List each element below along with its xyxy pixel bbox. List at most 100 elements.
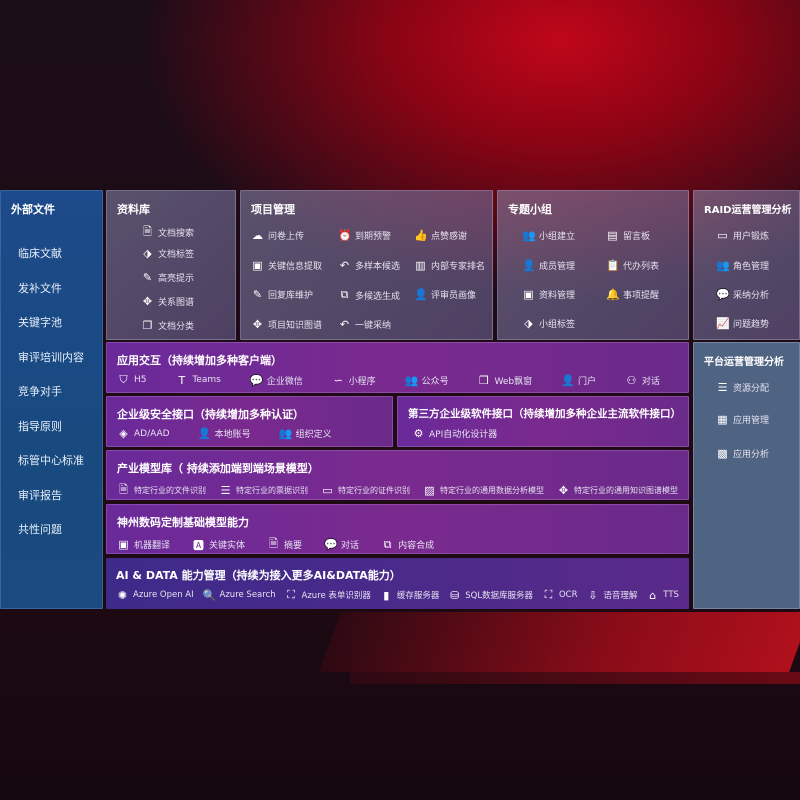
sidebar-item[interactable]: 关键字池 [18,316,62,329]
industry-item[interactable]: ▨ 特定行业的通用数据分析模型 [423,481,544,499]
project-item[interactable]: ✎ 回复库维护 [251,288,313,301]
bbs-icon: ▤ [607,229,618,242]
base-model-panel: 神州数码定制基础模型能力 ▣ 机器翻译 🅰 关键实体 🗎 摘要 💬 对话 ⧉ 内容合成 [106,504,689,554]
security-item[interactable]: 👥 组织定义 [279,427,332,440]
industry-item[interactable]: ▭ 特定行业的证件识别 [321,481,410,499]
platform-item[interactable]: ▦ 应用管理 [716,413,769,426]
industry-item[interactable]: ✥ 特定行业的通用知识图谱模型 [557,481,678,499]
project-item[interactable]: ⏰ 到期预警 [338,229,391,242]
raid-item[interactable]: 💬 采纳分析 [716,288,769,301]
project-item[interactable]: ↶ 一键采纳 [338,318,391,331]
clipboard-icon: 📋 [606,259,620,272]
item-label: TTS [663,590,679,600]
app-item-h5[interactable]: ⛉ H5 [117,373,146,387]
ai-item[interactable]: ✺ Azure Open AI [116,588,194,602]
group-item[interactable]: ▤ 留言板 [606,229,650,242]
project-item[interactable]: ✥ 项目知识图谱 [251,318,322,331]
platform-item[interactable]: ▩ 应用分析 [716,447,769,460]
sidebar-item[interactable]: 标管中心标准 [18,454,84,467]
industry-item[interactable]: 🗎 特定行业的文件识别 [117,481,206,499]
background-decoration [319,612,800,672]
project-item[interactable]: 👤 评审员画像 [414,288,476,301]
base-item[interactable]: 💬 对话 [324,535,359,553]
ai-item[interactable]: ⛶ Azure 表单识别器 [285,588,371,602]
id-card-icon: ▭ [322,484,333,497]
item-label: 语音理解 [603,591,638,601]
graph-icon: ✥ [252,318,263,331]
library-item[interactable]: ❐ 文档分类 [141,319,194,332]
ai-item[interactable]: ▮ 缓存服务器 [380,588,439,602]
item-label: 多候选生成 [355,291,401,302]
raid-item[interactable]: 👥 角色管理 [716,259,769,272]
sidebar-item[interactable]: 审评报告 [18,489,62,502]
group-item[interactable]: 👤 成员管理 [522,259,575,272]
user-add-icon: 👤 [522,259,536,272]
app-item-chat[interactable]: ⚇ 对话 [625,373,659,387]
library-item[interactable]: ✎ 高亮提示 [141,271,194,284]
project-item[interactable]: ▣ 关键信息提取 [251,259,322,272]
item-label: 机器翻译 [134,541,171,551]
project-item[interactable]: ▥ 内部专家排名 [414,259,485,272]
base-item[interactable]: ▣ 机器翻译 [117,535,171,553]
group-item[interactable]: ▣ 资料管理 [522,288,575,301]
app-item-web[interactable]: ❒ Web飘窗 [477,373,532,387]
item-label: 公众号 [421,376,449,387]
panel-title: 神州数码定制基础模型能力 [117,516,249,529]
project-item[interactable]: ⧉ 多候选生成 [338,288,400,302]
ai-items: ✺ Azure Open AI 🔍 Azure Search ⛶ Azure 表单识别… [116,588,679,602]
sidebar-item[interactable]: 审评培训内容 [18,351,84,364]
ai-item[interactable]: 🔍 Azure Search [203,588,276,602]
app-item-miniprogram[interactable]: ∽ 小程序 [332,373,376,387]
puzzle-icon: ⧉ [383,537,392,551]
ai-item[interactable]: ⇩ 语音理解 [586,588,637,602]
item-label: 特定行业的票据识别 [236,486,308,495]
item-label: Teams [192,375,221,385]
trend-icon: 📈 [716,317,730,330]
base-item[interactable]: 🗎 摘要 [267,535,302,553]
base-item[interactable]: 🅰 关键实体 [192,535,245,553]
library-item[interactable]: ✥ 关系图谱 [141,295,194,308]
sidebar-item[interactable]: 竞争对手 [18,385,62,398]
group-item[interactable]: 🔔 事项提醒 [606,288,659,301]
item-label: 回复库维护 [268,291,314,301]
ai-item[interactable]: ⌂ TTS [646,588,679,602]
apps-icon: ▦ [717,413,728,426]
project-item[interactable]: ↶ 多样本候选 [338,259,400,272]
ranking-icon: ▥ [415,259,426,272]
api-designer-item[interactable]: ⚙ API自动化设计器 [412,427,498,440]
sidebar-item[interactable]: 共性问题 [18,523,62,536]
topic-group-panel: 专题小组 👥 小组建立 ▤ 留言板 👤 成员管理 📋 代办列表 ▣ 资料管理 🔔 事项提醒 … [497,190,689,340]
project-item[interactable]: ☁ 问卷上传 [251,229,304,242]
panel-title: 资料库 [117,203,150,216]
raid-item[interactable]: ▭ 用户锻炼 [716,229,769,242]
security-item[interactable]: 👤 本地账号 [198,427,251,440]
panel-title: 平台运营管理分析 [704,357,784,368]
users-icon: 👥 [522,229,536,242]
graph-icon: ✥ [142,295,153,308]
item-label: 留言板 [623,232,651,242]
group-item[interactable]: 👥 小组建立 [522,229,575,242]
sidebar-item[interactable]: 指导原则 [18,420,62,433]
app-item-teams[interactable]: T Teams [175,373,221,387]
security-item[interactable]: ◈ AD/AAD [117,427,169,440]
raid-item[interactable]: 📈 问题趋势 [716,317,769,330]
library-item[interactable]: ⬗ 文档标签 [141,247,194,260]
item-label: 一键采纳 [355,321,392,331]
app-item-wecom[interactable]: 💬 企业微信 [250,373,303,387]
library-panel: 资料库 🗎 文档搜索 ⬗ 文档标签 ✎ 高亮提示 ✥ 关系图谱 ❐ 文档分类 [106,190,236,340]
app-item-official-account[interactable]: 👥 公众号 [405,373,449,387]
base-items: ▣ 机器翻译 🅰 关键实体 🗎 摘要 💬 对话 ⧉ 内容合成 [117,535,678,553]
project-item[interactable]: 👍 点赞感谢 [414,229,467,242]
group-item[interactable]: ⬗ 小组标签 [522,317,575,330]
ai-item[interactable]: ⛶ OCR [542,588,578,602]
platform-item[interactable]: ☰ 资源分配 [716,381,769,394]
industry-item[interactable]: ☰ 特定行业的票据识别 [219,481,308,499]
ai-item[interactable]: ⛁ SQL数据库服务器 [448,588,533,602]
base-item[interactable]: ⧉ 内容合成 [381,535,434,553]
library-item[interactable]: 🗎 文档搜索 [141,223,194,242]
item-label: 企业微信 [266,376,303,387]
group-item[interactable]: 📋 代办列表 [606,259,659,272]
app-item-portal[interactable]: 👤 门户 [561,373,596,387]
sidebar-item[interactable]: 临床文献 [18,247,62,260]
sidebar-item[interactable]: 发补文件 [18,282,62,295]
